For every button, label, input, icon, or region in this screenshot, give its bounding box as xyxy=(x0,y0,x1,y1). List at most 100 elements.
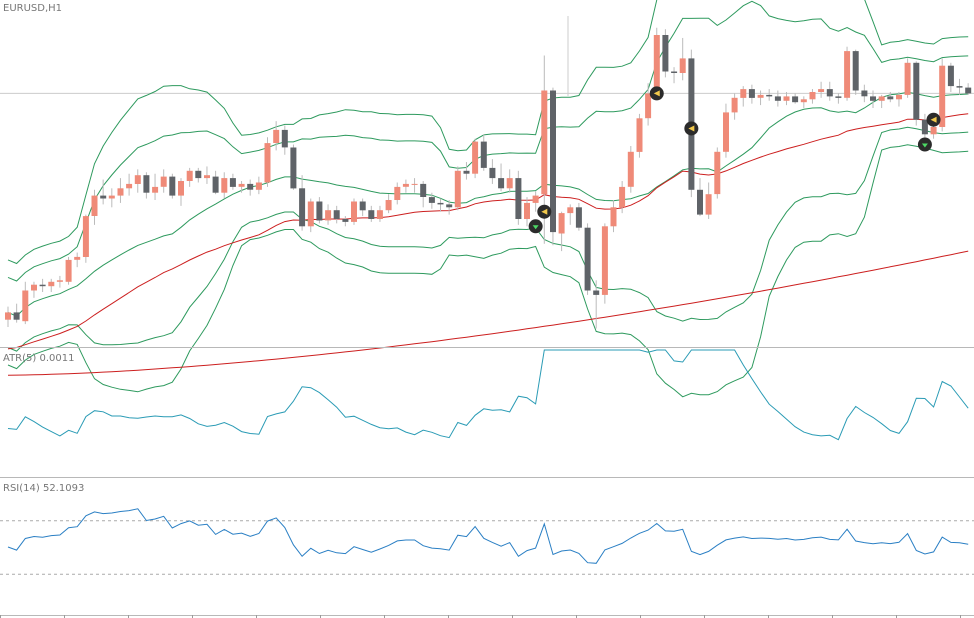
candle-body xyxy=(662,35,669,72)
candles xyxy=(5,27,972,329)
candle-body xyxy=(65,259,72,282)
candle xyxy=(524,197,530,227)
candle-body xyxy=(558,213,565,234)
candle-body xyxy=(273,129,280,143)
candle-body xyxy=(247,183,254,190)
bollinger-middle-band xyxy=(7,91,969,317)
candle-body xyxy=(627,151,634,187)
candle-body xyxy=(368,210,375,219)
candle xyxy=(575,202,582,231)
rsi-pane-title: RSI(14) 52.1093 xyxy=(3,483,84,494)
candle-body xyxy=(913,62,920,120)
candle xyxy=(558,211,565,252)
candle xyxy=(498,163,505,192)
candle-body xyxy=(878,96,885,101)
sell-signal xyxy=(926,112,941,127)
candle xyxy=(65,256,72,285)
candle-body xyxy=(195,170,202,179)
candle-body xyxy=(697,189,703,215)
sell-arrow-icon xyxy=(688,125,695,132)
candle-body xyxy=(584,227,591,291)
candle xyxy=(385,194,392,214)
candle-body xyxy=(126,183,133,189)
candle-body xyxy=(679,58,686,73)
candle xyxy=(679,37,686,81)
candle xyxy=(117,178,124,203)
candle xyxy=(351,198,357,225)
sell-signal xyxy=(537,204,552,219)
candle xyxy=(515,170,522,225)
candle xyxy=(506,169,513,193)
candle-body xyxy=(56,280,63,282)
candle xyxy=(766,89,773,101)
candle xyxy=(74,252,81,268)
candle-body xyxy=(852,51,859,91)
buy-signal xyxy=(917,137,932,152)
moving-average-slow-line xyxy=(7,250,969,376)
candle-body xyxy=(178,181,184,196)
candle xyxy=(212,170,219,195)
candle-body xyxy=(74,256,81,260)
candle-body xyxy=(844,51,851,98)
bollinger-upper-inner-band xyxy=(7,0,969,282)
bollinger-bands xyxy=(7,0,969,398)
candle xyxy=(126,173,133,196)
candle xyxy=(82,214,89,263)
candle-body xyxy=(143,175,150,193)
candle xyxy=(333,205,340,224)
candle-body xyxy=(82,216,89,257)
sell-signal xyxy=(649,86,664,101)
candle-body xyxy=(342,219,349,222)
candle-body xyxy=(160,176,167,187)
candle-body xyxy=(506,178,513,189)
candle xyxy=(229,173,236,190)
candle-body xyxy=(411,183,418,185)
candle xyxy=(420,181,427,208)
candle-body xyxy=(783,96,790,101)
candle xyxy=(281,125,288,155)
candle xyxy=(489,159,496,184)
candle-body xyxy=(437,202,444,205)
candle xyxy=(108,188,115,208)
candle-body xyxy=(636,118,643,152)
candle-body xyxy=(290,147,297,189)
candle-body xyxy=(152,186,159,193)
price-pane[interactable]: EURUSD,H1 xyxy=(0,0,974,398)
candle-body xyxy=(921,119,928,135)
buy-signal xyxy=(528,219,543,234)
candle-body xyxy=(965,87,972,94)
candle xyxy=(91,189,98,225)
candle-body xyxy=(515,178,522,219)
candle xyxy=(705,182,712,219)
candle-body xyxy=(186,170,193,181)
candle-body xyxy=(39,284,46,287)
candle-body xyxy=(100,195,107,199)
candle xyxy=(870,90,876,109)
bollinger-upper-outer-band xyxy=(7,0,969,265)
candle xyxy=(359,198,366,217)
candle xyxy=(844,46,851,101)
candle-body xyxy=(800,99,807,103)
rsi-pane[interactable]: RSI(14) 52.1093 xyxy=(0,483,974,575)
candle-body xyxy=(264,143,271,183)
candle xyxy=(178,178,184,206)
candle xyxy=(454,166,461,211)
candle xyxy=(939,58,946,132)
candle xyxy=(255,176,262,195)
candle xyxy=(671,67,678,84)
candle xyxy=(48,278,55,292)
candle xyxy=(913,61,920,126)
candle xyxy=(800,96,807,109)
candle-body xyxy=(255,182,262,190)
candle-body xyxy=(333,210,340,219)
candle-body xyxy=(723,112,729,152)
candle xyxy=(956,78,963,95)
candle xyxy=(238,181,245,193)
candle xyxy=(567,204,574,225)
candle-body xyxy=(307,201,314,227)
candle xyxy=(472,138,479,179)
candle xyxy=(610,200,617,233)
candle xyxy=(896,91,902,107)
atr-pane[interactable]: ATR(5) 0.0011 xyxy=(3,349,969,441)
